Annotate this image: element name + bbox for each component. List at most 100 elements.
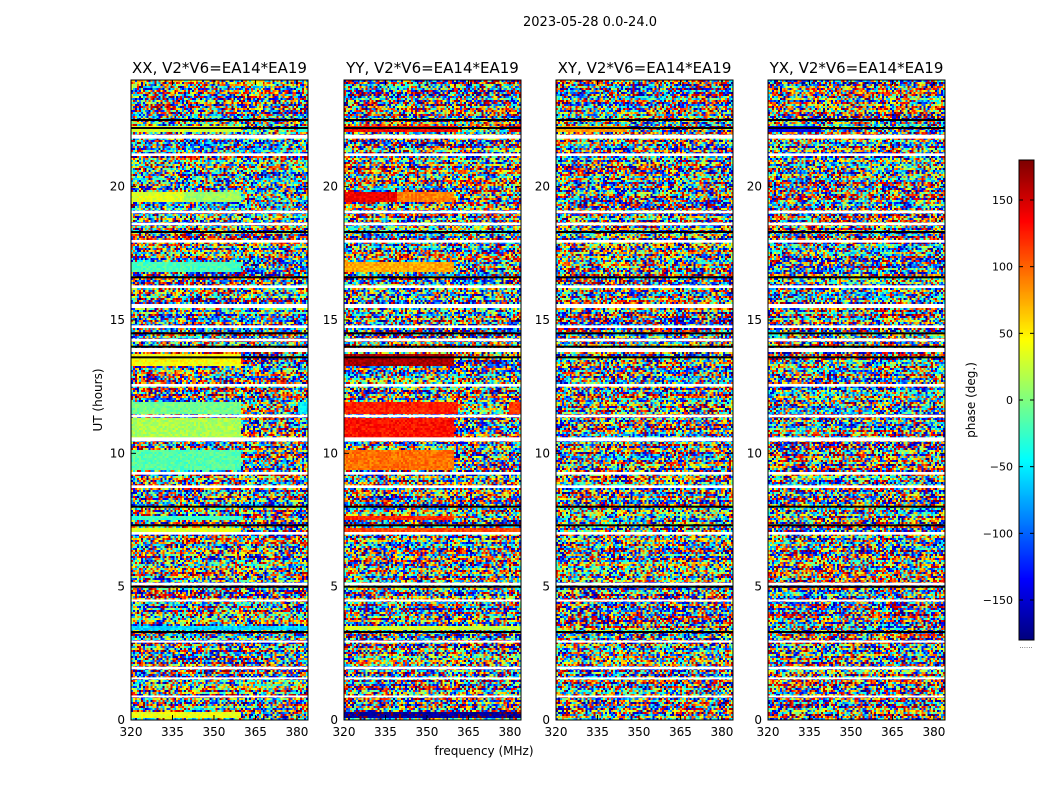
- dark-row: [768, 276, 945, 279]
- gap-row: [556, 304, 733, 308]
- x-tick-label: 380: [922, 725, 945, 739]
- dark-row: [344, 119, 521, 121]
- gap-row: [131, 677, 308, 680]
- heatmap-image-3: [768, 80, 945, 720]
- dark-row: [768, 631, 945, 633]
- dark-row: [556, 505, 733, 508]
- y-tick-label: 20: [535, 180, 550, 194]
- gap-row: [131, 338, 308, 342]
- gap-row: [768, 677, 945, 680]
- gap-row: [344, 640, 521, 643]
- dark-row: [131, 356, 308, 359]
- gap-row: [768, 472, 945, 475]
- x-tick-label: 335: [374, 725, 397, 739]
- gap-row: [556, 325, 733, 328]
- x-tick-label: 350: [416, 725, 439, 739]
- gap-row: [131, 472, 308, 475]
- gap-row: [768, 414, 945, 418]
- panel-frame: [767, 79, 946, 721]
- gap-row: [131, 532, 308, 535]
- y-tick-label: 20: [110, 180, 125, 194]
- dark-row: [556, 127, 733, 129]
- gap-row: [556, 153, 733, 156]
- gap-row: [556, 472, 733, 475]
- dark-row: [768, 524, 945, 527]
- dark-row: [556, 585, 733, 588]
- dark-row: [556, 276, 733, 279]
- dark-row: [344, 345, 521, 348]
- gap-row: [768, 210, 945, 214]
- gap-row: [556, 677, 733, 680]
- heatmap-image-1: [344, 80, 521, 720]
- gap-row: [556, 666, 733, 670]
- colorbar-label: phase (deg.): [964, 362, 978, 438]
- gap-row: [768, 285, 945, 288]
- x-tick-label: 365: [244, 725, 267, 739]
- dark-row: [556, 524, 733, 527]
- x-tick-label: 380: [285, 725, 308, 739]
- y-tick-label: 15: [535, 313, 550, 327]
- y-tick-label: 10: [747, 446, 762, 460]
- gap-row: [768, 338, 945, 342]
- gap-row: [768, 582, 945, 586]
- gap-row: [556, 437, 733, 442]
- gap-row: [768, 695, 945, 698]
- dark-row: [556, 119, 733, 121]
- x-axis-label: frequency (MHz): [434, 744, 533, 758]
- gap-row: [131, 348, 308, 352]
- dark-row: [131, 345, 308, 348]
- y-tick-label: 10: [323, 446, 338, 460]
- gap-row: [131, 582, 308, 586]
- panel-frame: [555, 79, 734, 721]
- dark-row: [131, 631, 308, 633]
- gap-row: [768, 304, 945, 308]
- panel-2: XY, V2*V6=EA14*EA19 320 335 350 365 380 0 5 10 15…: [535, 59, 734, 739]
- x-tick-label: 320: [120, 725, 143, 739]
- gap-row: [556, 285, 733, 288]
- gap-row: [556, 134, 733, 139]
- gap-row: [344, 348, 521, 352]
- gap-row: [344, 599, 521, 602]
- gap-row: [344, 285, 521, 288]
- dark-row: [556, 356, 733, 359]
- dark-row: [131, 505, 308, 508]
- gap-row: [344, 485, 521, 488]
- dark-row: [344, 356, 521, 359]
- gap-row: [556, 599, 733, 602]
- panel-frame: [343, 79, 522, 721]
- dark-row: [556, 345, 733, 348]
- gap-row: [556, 695, 733, 698]
- dark-row: [131, 127, 308, 129]
- gap-row: [131, 640, 308, 643]
- x-tick-label: 335: [798, 725, 821, 739]
- gap-row: [768, 437, 945, 442]
- x-tick-label: 320: [333, 725, 356, 739]
- panel-frame: [130, 79, 309, 721]
- dark-row: [344, 524, 521, 527]
- dark-row: [768, 332, 945, 335]
- dark-row: [344, 631, 521, 633]
- colorbar-tick-label: 150: [992, 194, 1013, 207]
- gap-row: [556, 582, 733, 586]
- gap-row: [344, 532, 521, 535]
- dark-row: [556, 231, 733, 233]
- gap-row: [768, 348, 945, 352]
- colorbar-gradient: [1019, 160, 1034, 640]
- dark-row: [344, 505, 521, 508]
- gap-row: [344, 134, 521, 139]
- gap-row: [556, 384, 733, 387]
- colorbar-tick-label: −100: [983, 527, 1013, 540]
- gap-row: [344, 338, 521, 342]
- gap-row: [344, 153, 521, 156]
- gap-row: [768, 240, 945, 243]
- dark-row: [768, 127, 945, 129]
- gap-row: [131, 153, 308, 156]
- colorbar-tick-label: 100: [992, 261, 1013, 274]
- x-tick-label: 335: [161, 725, 184, 739]
- panel-1: YY, V2*V6=EA14*EA19 320 335 350 365 380 0 5 10 15…: [323, 59, 522, 739]
- dark-row: [344, 127, 521, 129]
- colorbar-tick-label: −150: [983, 594, 1013, 607]
- gap-row: [344, 240, 521, 243]
- y-tick-label: 20: [323, 180, 338, 194]
- gap-row: [556, 240, 733, 243]
